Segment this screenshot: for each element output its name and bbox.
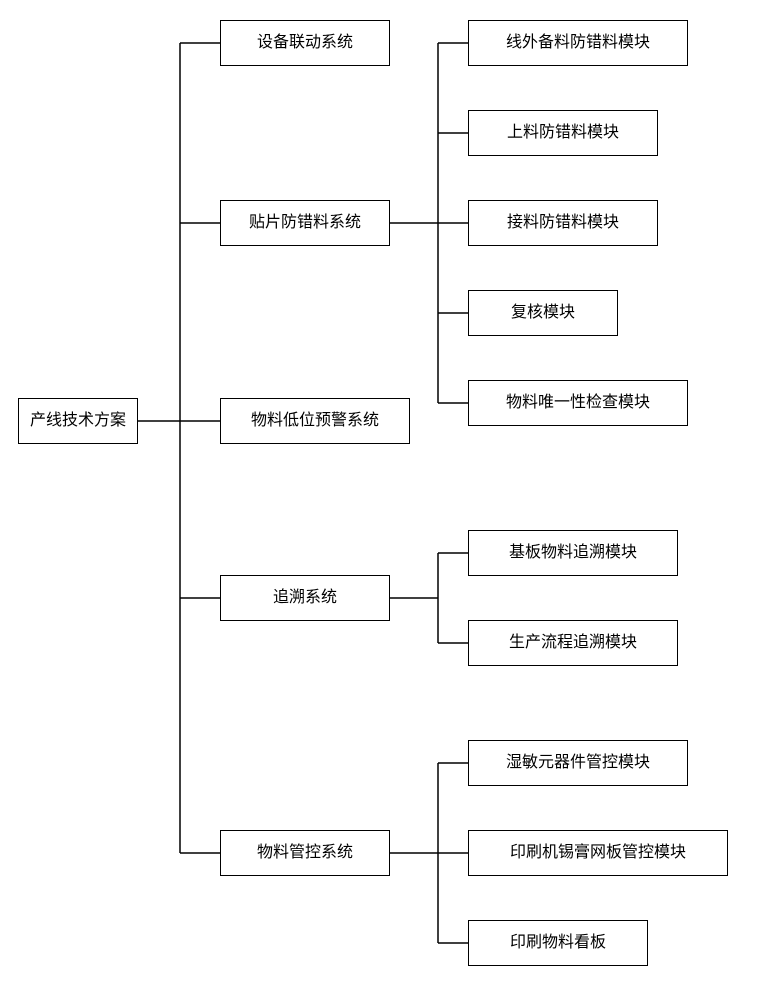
node-l2-1-child-2-label: 接料防错料模块	[507, 213, 619, 232]
node-l2-4-child-2: 印刷物料看板	[468, 920, 648, 966]
node-l2-4-child-2-label: 印刷物料看板	[510, 933, 606, 952]
node-l2-1-child-0: 线外备料防错料模块	[468, 20, 688, 66]
node-l2-1-label: 贴片防错料系统	[249, 213, 361, 232]
node-l2-0: 设备联动系统	[220, 20, 390, 66]
node-l2-1-child-1-label: 上料防错料模块	[507, 123, 619, 142]
node-l2-1: 贴片防错料系统	[220, 200, 390, 246]
node-l2-1-child-0-label: 线外备料防错料模块	[506, 33, 650, 52]
node-l2-3-label: 追溯系统	[273, 588, 337, 607]
node-l2-4: 物料管控系统	[220, 830, 390, 876]
node-root-label: 产线技术方案	[30, 411, 126, 430]
node-l2-3: 追溯系统	[220, 575, 390, 621]
node-l2-1-child-3: 复核模块	[468, 290, 618, 336]
node-l2-4-child-1: 印刷机锡膏网板管控模块	[468, 830, 728, 876]
node-l2-1-child-3-label: 复核模块	[511, 303, 575, 322]
node-l2-1-child-2: 接料防错料模块	[468, 200, 658, 246]
node-l2-4-child-1-label: 印刷机锡膏网板管控模块	[510, 843, 686, 862]
node-l2-3-child-0: 基板物料追溯模块	[468, 530, 678, 576]
node-l2-3-child-0-label: 基板物料追溯模块	[509, 543, 637, 562]
node-l2-2: 物料低位预警系统	[220, 398, 410, 444]
node-l2-3-child-1-label: 生产流程追溯模块	[509, 633, 637, 652]
node-l2-3-child-1: 生产流程追溯模块	[468, 620, 678, 666]
node-l2-4-child-0-label: 湿敏元器件管控模块	[506, 753, 650, 772]
node-l2-4-child-0: 湿敏元器件管控模块	[468, 740, 688, 786]
node-l2-4-label: 物料管控系统	[257, 843, 353, 862]
node-l2-1-child-1: 上料防错料模块	[468, 110, 658, 156]
node-l2-1-child-4-label: 物料唯一性检查模块	[506, 393, 650, 412]
node-l2-1-child-4: 物料唯一性检查模块	[468, 380, 688, 426]
node-root: 产线技术方案	[18, 398, 138, 444]
node-l2-0-label: 设备联动系统	[257, 33, 353, 52]
node-l2-2-label: 物料低位预警系统	[251, 411, 379, 430]
